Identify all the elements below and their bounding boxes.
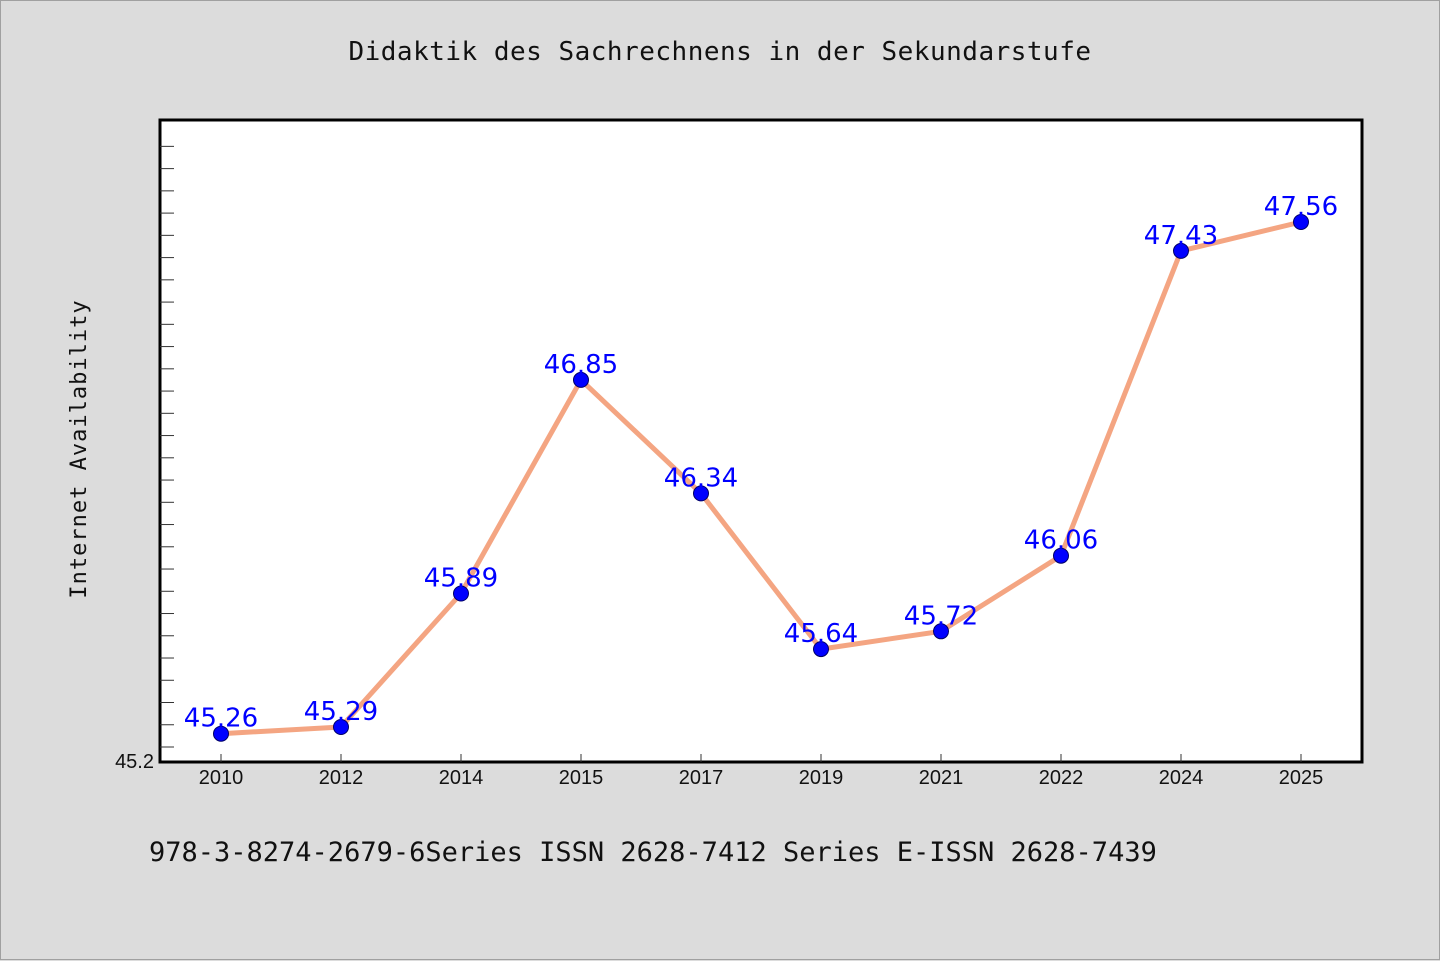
x-tick-label: 2012 <box>319 767 364 789</box>
data-point-marker <box>933 623 949 640</box>
data-point-marker <box>1053 547 1069 564</box>
data-label: 46.85 <box>544 350 618 380</box>
x-tick-label: 2014 <box>439 767 484 789</box>
data-label: 45.64 <box>784 619 858 649</box>
series-markers <box>213 214 1309 742</box>
y-axis-tick-labels: 45.2 <box>115 751 154 773</box>
series-line <box>218 219 1304 737</box>
data-point-marker <box>813 641 829 658</box>
data-labels: 45.26 45.29 45.89 46.85 46.34 45.64 45.72 46.06… <box>184 192 1338 734</box>
y-axis-ticks <box>160 145 174 748</box>
data-label: 46.34 <box>664 463 738 493</box>
data-label: 46.06 <box>1024 526 1098 556</box>
y-axis-label: Internet Availability <box>67 299 92 598</box>
x-axis-ticks <box>220 754 1302 762</box>
x-tick-label: 2010 <box>199 767 244 789</box>
data-label: 47.43 <box>1144 221 1218 251</box>
data-label: 45.72 <box>904 601 978 631</box>
x-tick-label: 2024 <box>1159 767 1204 789</box>
plot-area <box>158 118 1364 764</box>
data-point-marker <box>1173 242 1189 259</box>
data-point-marker <box>213 725 229 742</box>
x-tick-label: 2022 <box>1039 767 1084 789</box>
data-label: 47.56 <box>1264 192 1338 222</box>
data-point-marker <box>453 585 469 602</box>
data-point-marker <box>1293 214 1309 230</box>
x-axis-tick-labels: 2010 2012 2014 2015 2017 2019 2021 2022 2024 2025 <box>199 767 1324 789</box>
x-tick-label: 2025 <box>1279 767 1324 789</box>
x-tick-label: 2021 <box>919 767 964 789</box>
data-point-marker <box>693 485 709 502</box>
footer-isbn-text: 978-3-8274-2679-6Series ISSN 2628-7412 S… <box>149 837 1157 868</box>
data-label: 45.89 <box>424 564 498 594</box>
y-tick-label: 45.2 <box>115 751 154 773</box>
data-label: 45.29 <box>304 697 378 727</box>
data-point-marker <box>573 371 589 388</box>
data-point-marker <box>333 719 349 735</box>
data-label: 45.26 <box>184 704 258 734</box>
x-tick-label: 2015 <box>559 767 604 789</box>
x-tick-label: 2019 <box>799 767 844 789</box>
chart-title: Didaktik des Sachrechnens in der Sekunda… <box>348 37 1092 67</box>
x-tick-label: 2017 <box>679 767 724 789</box>
